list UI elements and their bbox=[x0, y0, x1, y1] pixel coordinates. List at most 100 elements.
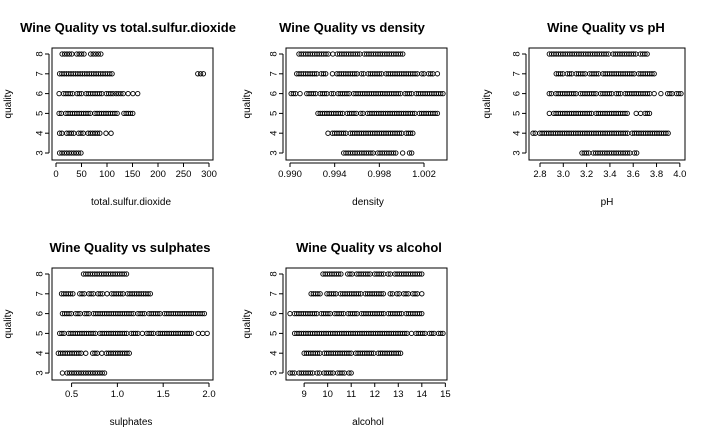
data-point bbox=[419, 271, 425, 277]
data-point bbox=[355, 291, 362, 297]
data-point bbox=[385, 271, 391, 277]
data-point bbox=[323, 71, 329, 77]
data-point bbox=[338, 310, 345, 317]
data-point bbox=[201, 310, 208, 317]
data-point bbox=[155, 310, 161, 317]
data-point bbox=[409, 110, 416, 117]
data-point bbox=[583, 150, 590, 156]
data-point bbox=[56, 110, 62, 117]
data-point bbox=[66, 51, 73, 57]
data-point bbox=[644, 110, 650, 117]
data-point bbox=[59, 51, 65, 57]
data-point bbox=[394, 291, 400, 297]
data-point bbox=[96, 90, 103, 97]
data-point bbox=[108, 130, 114, 136]
data-point bbox=[135, 90, 141, 97]
plot-frame bbox=[285, 267, 448, 381]
x-axis-label: pH bbox=[601, 197, 614, 208]
x-axis-label: density bbox=[352, 197, 384, 208]
data-point bbox=[99, 350, 105, 356]
x-axis-label: sulphates bbox=[110, 417, 153, 428]
data-point bbox=[328, 370, 334, 376]
x-tick-label: 10 bbox=[322, 389, 333, 400]
data-point bbox=[637, 110, 644, 117]
data-point bbox=[90, 330, 96, 337]
data-point bbox=[428, 71, 434, 77]
data-point bbox=[121, 271, 127, 277]
data-point bbox=[188, 330, 195, 337]
data-point bbox=[429, 330, 435, 337]
data-point bbox=[649, 71, 655, 77]
data-point bbox=[629, 71, 635, 77]
data-point bbox=[358, 110, 364, 117]
y-tick-label: 7 bbox=[35, 291, 46, 296]
data-point bbox=[665, 130, 671, 136]
data-point bbox=[376, 71, 382, 77]
data-point bbox=[76, 90, 82, 97]
y-tick-label: 4 bbox=[35, 351, 46, 356]
data-point bbox=[416, 271, 423, 277]
plot-frame bbox=[51, 267, 214, 381]
y-axis-label: quality bbox=[3, 90, 14, 119]
data-point bbox=[419, 310, 425, 317]
plot-frame bbox=[285, 47, 448, 161]
data-point bbox=[94, 130, 101, 136]
data-point bbox=[378, 291, 384, 297]
data-point bbox=[88, 291, 94, 297]
data-point bbox=[351, 110, 357, 117]
chart-title: Wine Quality vs pH bbox=[547, 20, 665, 35]
data-point bbox=[340, 130, 347, 136]
x-tick-label: 1.0 bbox=[111, 389, 124, 400]
data-point bbox=[420, 330, 426, 337]
y-tick-label: 5 bbox=[269, 331, 280, 336]
data-point bbox=[97, 291, 103, 297]
data-point bbox=[412, 71, 418, 77]
data-point bbox=[658, 90, 664, 97]
data-point bbox=[409, 150, 415, 156]
data-point bbox=[438, 330, 444, 337]
data-point bbox=[329, 71, 336, 77]
data-point bbox=[440, 90, 446, 97]
data-point bbox=[396, 130, 403, 136]
data-point bbox=[81, 51, 87, 57]
x-tick-label: 12 bbox=[369, 389, 380, 400]
data-point bbox=[344, 90, 350, 97]
data-point bbox=[624, 150, 631, 156]
data-point bbox=[56, 130, 63, 136]
data-point bbox=[128, 310, 134, 317]
y-tick-label: 3 bbox=[269, 370, 280, 375]
data-point bbox=[352, 71, 358, 77]
y-tick-label: 7 bbox=[269, 71, 280, 76]
data-point bbox=[416, 310, 423, 317]
x-tick-label: 0.998 bbox=[367, 169, 391, 180]
x-tick-label: 9 bbox=[301, 389, 306, 400]
data-point bbox=[67, 291, 74, 297]
data-point bbox=[325, 310, 331, 317]
data-point bbox=[406, 90, 413, 97]
y-tick-label: 7 bbox=[512, 71, 523, 76]
data-point bbox=[110, 90, 116, 97]
data-point bbox=[591, 90, 597, 97]
data-point bbox=[83, 350, 89, 356]
data-point bbox=[348, 370, 354, 376]
data-point bbox=[76, 350, 82, 356]
y-tick-label: 3 bbox=[512, 150, 523, 155]
data-point bbox=[307, 370, 314, 376]
data-point bbox=[368, 350, 375, 356]
data-point bbox=[634, 150, 640, 156]
data-point bbox=[408, 330, 415, 337]
data-point bbox=[328, 90, 334, 97]
data-point bbox=[400, 51, 406, 57]
data-point bbox=[95, 51, 101, 57]
data-point bbox=[403, 291, 409, 297]
data-point bbox=[622, 110, 628, 117]
x-tick-label: 14 bbox=[417, 389, 428, 400]
x-tick-label: 2.0 bbox=[202, 389, 215, 400]
data-point bbox=[603, 51, 609, 57]
x-axis-label: total.sulfur.dioxide bbox=[91, 197, 171, 208]
data-point bbox=[323, 51, 329, 57]
data-point bbox=[75, 310, 81, 317]
data-point bbox=[317, 291, 323, 297]
x-tick-label: 50 bbox=[76, 169, 87, 180]
